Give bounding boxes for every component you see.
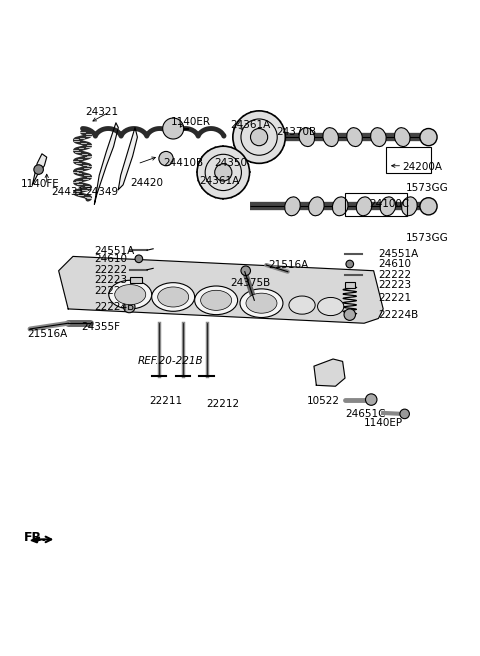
Circle shape — [34, 165, 43, 174]
Ellipse shape — [402, 197, 417, 216]
Text: 10522: 10522 — [307, 396, 340, 405]
Circle shape — [233, 111, 285, 163]
Circle shape — [344, 309, 356, 320]
Ellipse shape — [333, 197, 348, 216]
Text: FR.: FR. — [24, 531, 48, 544]
Circle shape — [135, 255, 143, 262]
Text: 24355F: 24355F — [82, 322, 120, 332]
Circle shape — [251, 129, 268, 146]
Polygon shape — [59, 256, 383, 323]
Circle shape — [197, 146, 250, 199]
Ellipse shape — [152, 283, 195, 312]
Text: 24610: 24610 — [95, 254, 128, 264]
Text: 22211: 22211 — [149, 396, 182, 405]
Ellipse shape — [371, 128, 386, 146]
Text: 22224B: 22224B — [95, 302, 135, 312]
Ellipse shape — [246, 293, 277, 313]
Text: REF.20-221B: REF.20-221B — [137, 356, 203, 367]
Polygon shape — [31, 537, 39, 543]
Text: 1140EP: 1140EP — [364, 419, 403, 428]
Ellipse shape — [299, 128, 314, 146]
Circle shape — [346, 260, 354, 268]
Text: 1573GG: 1573GG — [406, 234, 449, 243]
Ellipse shape — [347, 128, 362, 146]
Circle shape — [241, 266, 251, 276]
Text: 22223: 22223 — [95, 276, 128, 285]
Ellipse shape — [309, 197, 324, 216]
Text: 22221: 22221 — [378, 293, 411, 304]
Bar — [345, 193, 407, 216]
Bar — [130, 277, 142, 283]
Text: 22223: 22223 — [378, 280, 411, 290]
Text: 24610: 24610 — [378, 258, 411, 268]
Text: 24420: 24420 — [130, 178, 163, 188]
Circle shape — [420, 129, 437, 146]
Text: 24361A: 24361A — [230, 120, 271, 130]
Text: 24551A: 24551A — [378, 249, 419, 259]
Circle shape — [163, 118, 184, 139]
Text: 1140ER: 1140ER — [171, 117, 211, 127]
Ellipse shape — [157, 287, 189, 307]
Ellipse shape — [195, 286, 238, 315]
Text: 24431: 24431 — [51, 187, 84, 197]
Text: 1140FE: 1140FE — [21, 179, 59, 189]
Text: 21516A: 21516A — [269, 260, 309, 270]
Polygon shape — [118, 127, 137, 190]
Text: 24200A: 24200A — [402, 161, 442, 172]
Polygon shape — [314, 359, 345, 386]
Ellipse shape — [240, 289, 283, 318]
Text: 22221: 22221 — [95, 286, 128, 296]
Text: 24350: 24350 — [214, 158, 247, 169]
Ellipse shape — [285, 197, 300, 216]
Text: 24321: 24321 — [85, 108, 118, 117]
Bar — [345, 282, 356, 288]
Text: 22212: 22212 — [206, 400, 240, 409]
Circle shape — [400, 409, 409, 419]
Text: 24100C: 24100C — [369, 199, 409, 209]
Ellipse shape — [289, 296, 315, 314]
Ellipse shape — [115, 285, 146, 304]
Text: 24370B: 24370B — [276, 127, 316, 137]
Text: 21516A: 21516A — [28, 329, 68, 338]
Text: 24551A: 24551A — [95, 246, 135, 256]
Text: 24410B: 24410B — [164, 158, 204, 169]
Polygon shape — [33, 154, 47, 185]
Text: 24651C: 24651C — [345, 409, 385, 419]
Ellipse shape — [356, 197, 372, 216]
Ellipse shape — [395, 128, 410, 146]
Bar — [385, 147, 431, 173]
Text: 24361A: 24361A — [199, 176, 240, 186]
Text: 22222: 22222 — [378, 270, 411, 279]
Polygon shape — [95, 123, 118, 204]
Circle shape — [159, 152, 173, 166]
Text: 24375B: 24375B — [230, 278, 271, 288]
Text: 1573GG: 1573GG — [406, 183, 449, 193]
Circle shape — [123, 301, 135, 313]
Ellipse shape — [318, 297, 344, 316]
Text: 22224B: 22224B — [378, 310, 419, 319]
Ellipse shape — [201, 291, 232, 310]
Text: 22222: 22222 — [95, 265, 128, 275]
Ellipse shape — [109, 280, 152, 309]
Circle shape — [365, 394, 377, 405]
Ellipse shape — [323, 128, 338, 146]
Circle shape — [420, 197, 437, 215]
Text: 24349: 24349 — [85, 187, 118, 197]
Ellipse shape — [380, 197, 396, 216]
Circle shape — [215, 164, 232, 181]
